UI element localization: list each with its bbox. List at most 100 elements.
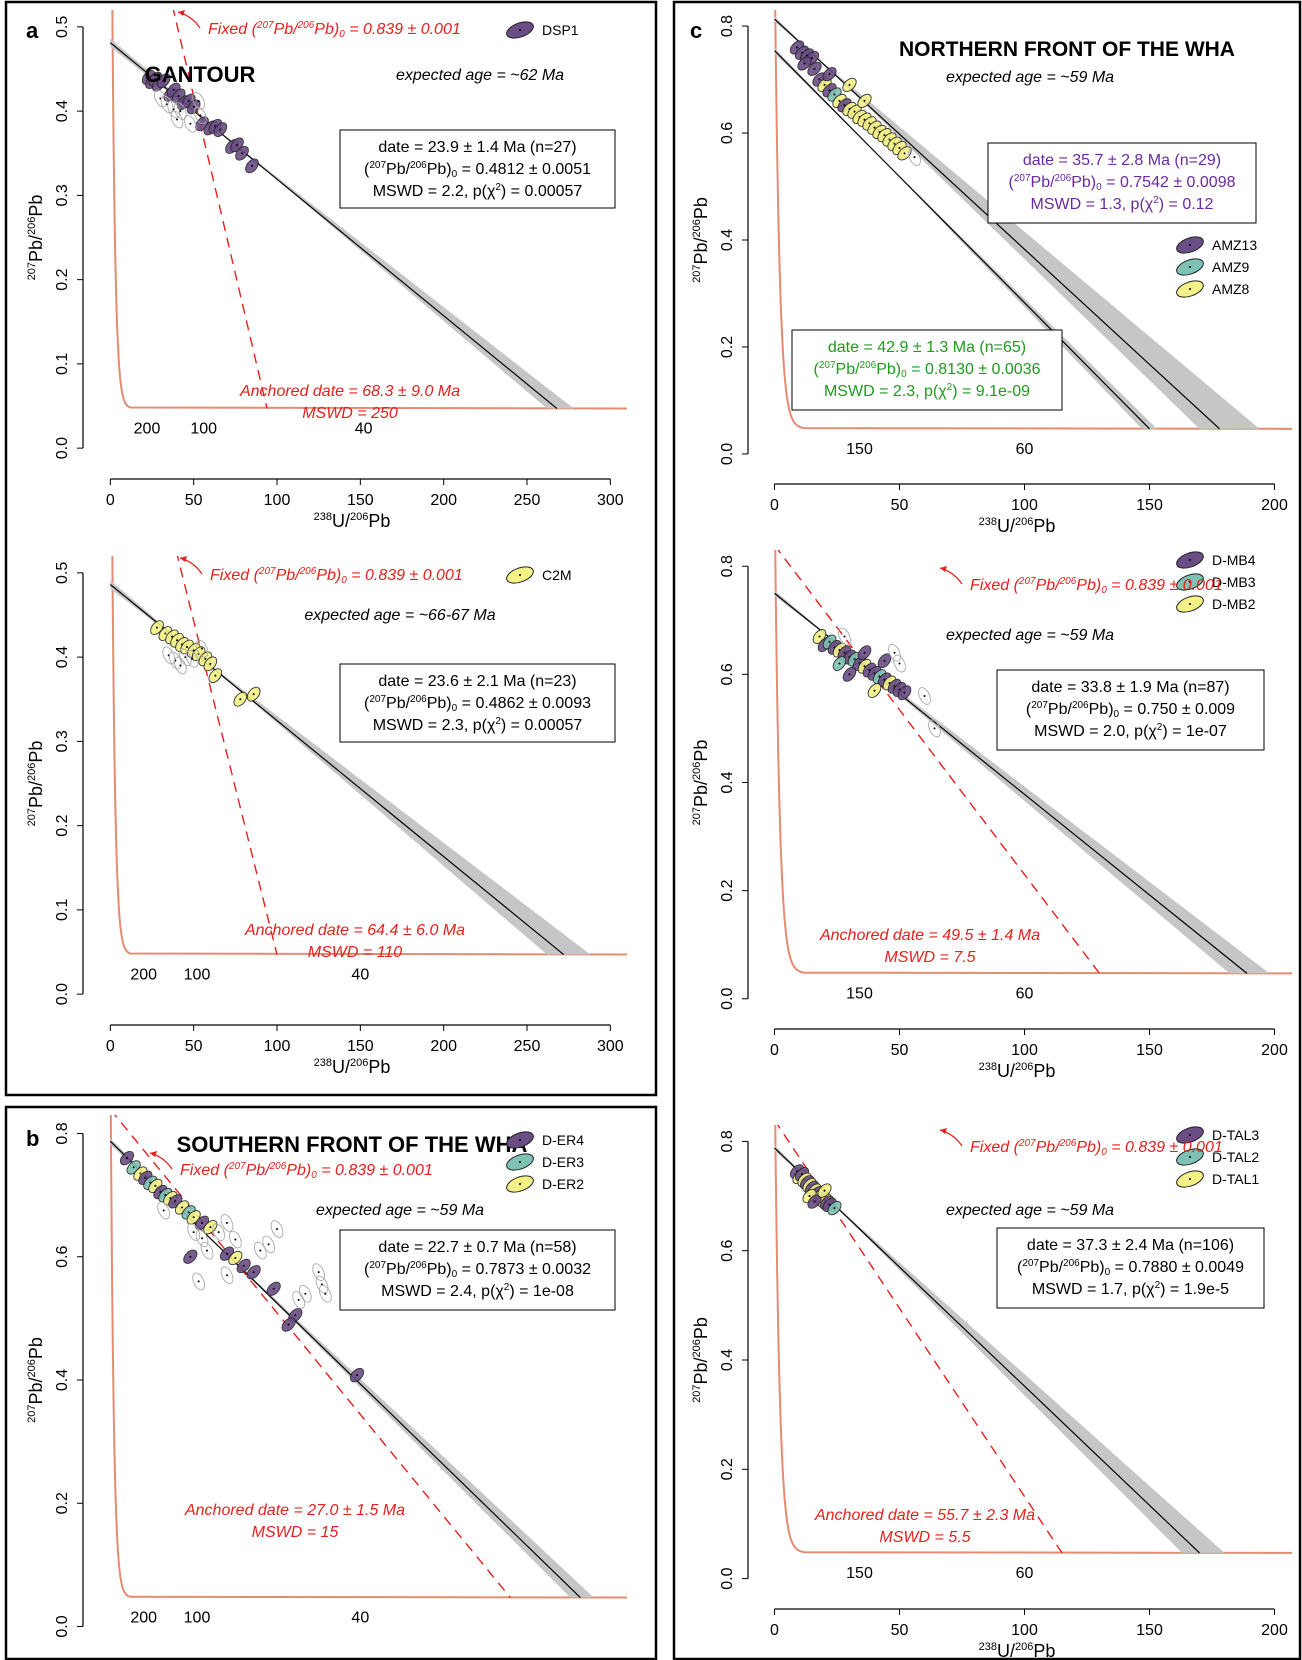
chart-title: SOUTHERN FRONT OF THE WHA xyxy=(177,1132,528,1157)
data-point-center xyxy=(803,62,806,65)
x-tick-label: 50 xyxy=(891,1042,909,1059)
result-text: MSWD = 2.0, p(χ2) = 1e-07 xyxy=(1034,722,1227,740)
fixed-arrowhead xyxy=(180,556,187,562)
fixed-arrowhead xyxy=(150,1151,157,1157)
data-point-center xyxy=(197,1280,200,1283)
expected-age-label: expected age = ~66-67 Ma xyxy=(304,607,495,624)
data-point-center xyxy=(179,110,182,113)
data-point-center xyxy=(192,1231,195,1234)
data-point-center xyxy=(177,94,180,97)
x-tick-label: 50 xyxy=(185,1038,203,1055)
x-tick-label: 100 xyxy=(264,492,291,509)
data-point-ellipse xyxy=(178,648,192,666)
plot-area xyxy=(109,556,627,956)
result-text: MSWD = 2.4, p(χ2) = 1e-08 xyxy=(381,1282,574,1300)
age-tick-label: 200 xyxy=(130,967,157,984)
chart-3: 0 50 100 150 200 0.0 0.2 0.4 0.6 0.8 238U/206Pb 207… xyxy=(691,10,1292,536)
data-point-center xyxy=(252,693,255,696)
data-point-center xyxy=(214,674,217,677)
data-point-center xyxy=(868,122,871,125)
data-point-center xyxy=(144,1176,147,1179)
data-point-center xyxy=(204,657,207,660)
data-point-center xyxy=(297,1298,300,1301)
result-text: (207Pb/206Pb)0 = 0.7873 ± 0.0032 xyxy=(364,1260,591,1280)
anchored-label: MSWD = 7.5 xyxy=(884,949,975,966)
result-text: (207Pb/206Pb)0 = 0.7880 ± 0.0049 xyxy=(1017,1258,1244,1278)
data-point-center xyxy=(174,1200,177,1203)
concordia-curve xyxy=(109,1115,627,1599)
anchored-label: MSWD = 250 xyxy=(302,405,398,422)
panel-c-frame xyxy=(672,0,1302,1660)
result-text: MSWD = 2.3, p(χ2) = 0.00057 xyxy=(373,716,583,734)
data-point-center xyxy=(189,122,192,125)
result-text: (207Pb/206Pb)0 = 0.4862 ± 0.0093 xyxy=(364,694,591,714)
x-axis-label: 238U/206Pb xyxy=(314,511,391,531)
y-axis-label: 207Pb/206Pb xyxy=(26,195,46,281)
age-tick-label: 100 xyxy=(184,967,211,984)
data-point-center xyxy=(863,99,866,102)
y-tick-label: 0.6 xyxy=(719,663,736,685)
legend-label: AMZ8 xyxy=(1212,281,1250,297)
result-box-2 xyxy=(791,329,1063,411)
y-tick-label: 0.6 xyxy=(54,1246,71,1268)
age-tick-label: 40 xyxy=(351,1610,369,1627)
data-point-center xyxy=(242,1264,245,1267)
y-tick-label: 0.2 xyxy=(54,1492,71,1514)
data-point-center xyxy=(226,1274,228,1277)
result-text: date = 33.8 ± 1.9 Ma (n=87) xyxy=(1031,679,1229,696)
data-point-ellipse xyxy=(262,1235,276,1254)
y-tick-label: 0.8 xyxy=(54,1122,71,1144)
data-point-ellipse xyxy=(192,1272,206,1291)
data-point-center xyxy=(186,646,188,648)
data-point-center xyxy=(823,83,826,86)
chart-0: 0 50 100 150 200 250 300 0.0 0.1 0.2 0.3 0.4 0.5 238U… xyxy=(26,10,627,531)
fixed-label: Fixed (207Pb/206Pb)0 = 0.839 ± 0.001 xyxy=(208,20,461,40)
y-tick-label: 0.3 xyxy=(54,730,71,752)
data-point-center xyxy=(241,152,243,155)
legend-label: D-ER3 xyxy=(542,1154,584,1170)
data-point-ellipse xyxy=(160,95,174,114)
data-point-center xyxy=(833,1207,836,1210)
result-box xyxy=(996,1227,1265,1309)
data-point-center xyxy=(933,727,936,730)
panel-a-frame xyxy=(4,0,658,1097)
data-point-center xyxy=(201,1237,203,1240)
legend-label: D-TAL2 xyxy=(1212,1149,1259,1165)
y-tick-label: 0.1 xyxy=(54,353,71,375)
data-point-center xyxy=(828,73,831,76)
data-point-center xyxy=(187,1211,190,1214)
y-tick-label: 0.0 xyxy=(54,983,71,1005)
data-point-center xyxy=(833,93,836,96)
y-tick-label: 0.2 xyxy=(719,336,736,358)
data-point-center xyxy=(192,1216,195,1219)
legend-swatch-dot xyxy=(1189,1178,1191,1180)
anchored-label: Anchored date = 55.7 ± 2.3 Ma xyxy=(814,1507,1035,1524)
anchored-label: Anchored date = 27.0 ± 1.5 Ma xyxy=(184,1502,405,1519)
data-point-center xyxy=(863,665,866,668)
data-point-ellipse xyxy=(195,639,209,658)
x-tick-label: 100 xyxy=(1011,1042,1038,1059)
expected-age-label: expected age = ~62 Ma xyxy=(396,67,564,84)
result-text: MSWD = 2.3, p(χ2) = 9.1e-09 xyxy=(824,382,1030,400)
x-tick-label: 250 xyxy=(514,492,541,509)
data-point-ellipse xyxy=(318,1284,332,1303)
data-point-center xyxy=(304,1292,307,1295)
data-point-center xyxy=(356,1374,358,1377)
chart-1: 0 50 100 150 200 250 300 0.0 0.1 0.2 0.3 0.4 0.5 238U… xyxy=(26,556,627,1077)
data-point-ellipse xyxy=(167,100,181,119)
legend-swatch-dot xyxy=(1189,1156,1191,1158)
legend-swatch-dot xyxy=(1189,266,1191,268)
panel-label-b: b xyxy=(26,1126,39,1151)
x-tick-label: 200 xyxy=(1261,497,1288,514)
data-point-center xyxy=(888,138,891,141)
age-tick-label: 200 xyxy=(130,1610,157,1627)
y-tick-label: 0.3 xyxy=(54,184,71,206)
y-tick-label: 0.8 xyxy=(719,1130,736,1152)
data-point-center xyxy=(201,1221,203,1224)
result-text: MSWD = 2.2, p(χ2) = 0.00057 xyxy=(373,182,583,200)
result-text: MSWD = 1.7, p(χ2) = 1.9e-5 xyxy=(1032,1280,1229,1298)
fixed-arrowhead xyxy=(940,566,947,572)
x-tick-label: 150 xyxy=(1136,1622,1163,1639)
y-tick-label: 0.8 xyxy=(719,555,736,577)
